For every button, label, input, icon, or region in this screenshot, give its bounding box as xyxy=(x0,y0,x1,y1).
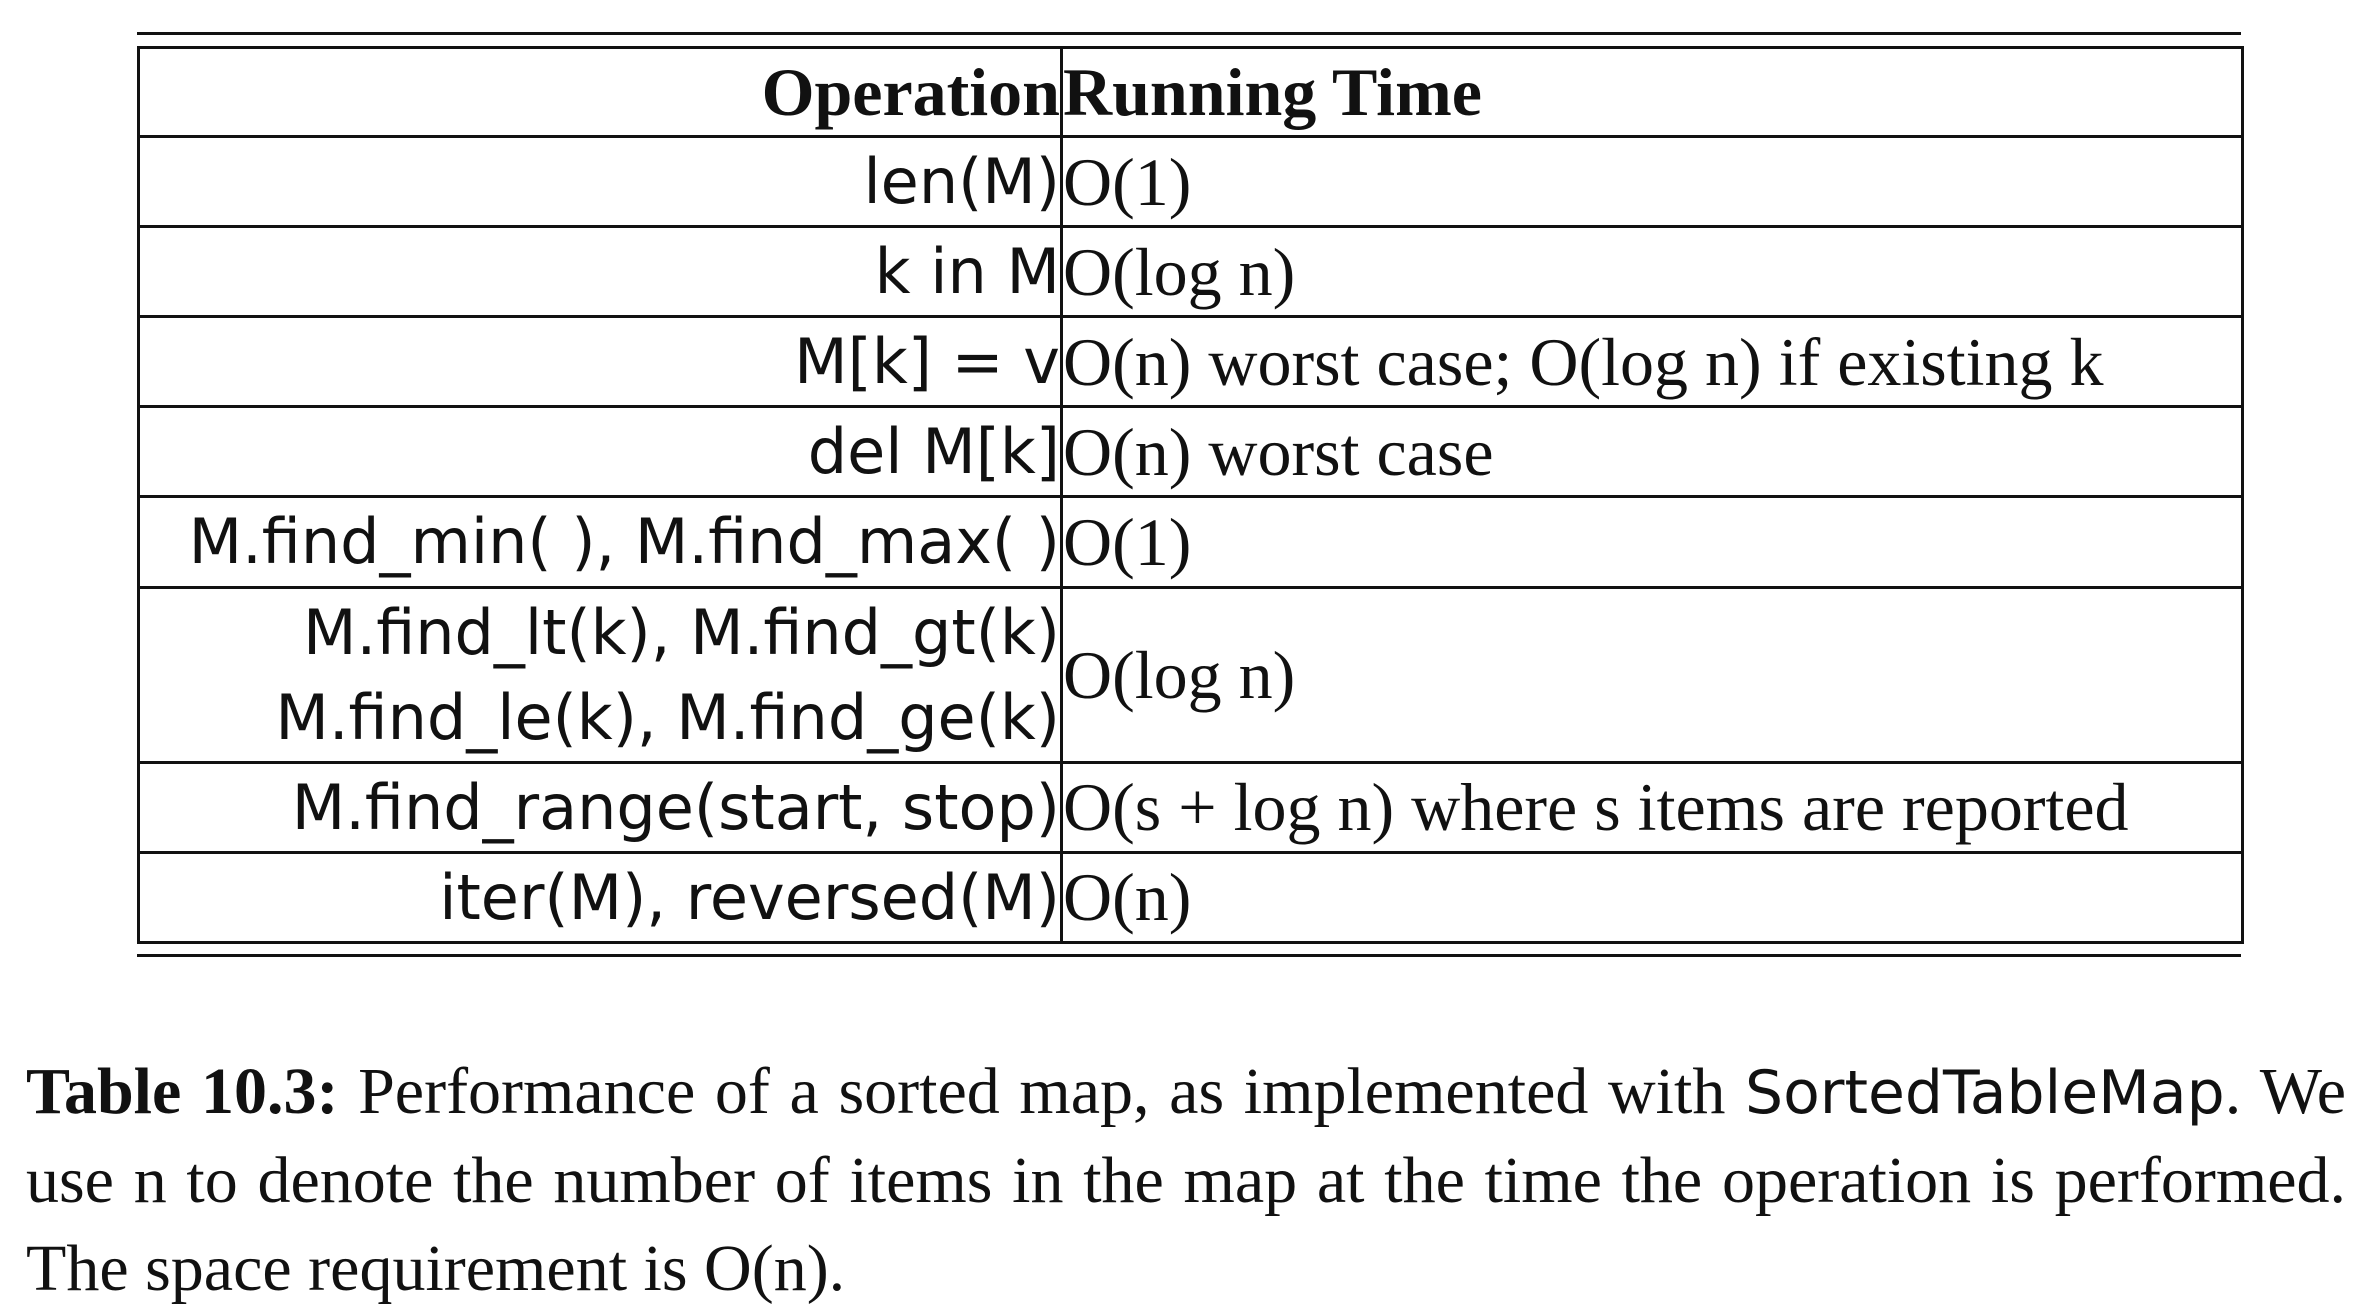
caption-class-name: SortedTableMap xyxy=(1745,1058,2225,1128)
running-time-cell: O(s + log n) where s items are reported xyxy=(1060,760,2244,854)
performance-table: Operation Running Time len(M) O(1) k in … xyxy=(137,46,2244,945)
table-row: M.find_range(start, stop) O(s + log n) w… xyxy=(137,760,2244,854)
table-bottom-rule xyxy=(137,954,2241,957)
operation-text: M.find_le(k), M.find_ge(k) xyxy=(275,680,1060,754)
table-row: M.find_min( ), M.find_max( ) O(1) xyxy=(137,495,2244,589)
operation-text: M.find_lt(k), M.find_gt(k) xyxy=(303,595,1060,669)
operation-cell: len(M) xyxy=(137,134,1063,229)
header-operation: Operation xyxy=(137,46,1063,138)
table-row: del M[k] O(n) worst case xyxy=(137,405,2244,499)
running-time-cell: O(n) worst case; O(log n) if existing k xyxy=(1060,315,2244,409)
table-row: len(M) O(1) xyxy=(137,134,2244,229)
table-row: M[k] = v O(n) worst case; O(log n) if ex… xyxy=(137,315,2244,409)
table-row: k in M O(log n) xyxy=(137,225,2244,319)
running-time-cell: O(n) xyxy=(1060,850,2244,945)
running-time-cell: O(log n) xyxy=(1060,585,2244,764)
running-time-cell: O(log n) xyxy=(1060,225,2244,319)
operation-cell: del M[k] xyxy=(137,405,1063,499)
table-header-row: Operation Running Time xyxy=(137,46,2244,138)
operation-cell: M.find_range(start, stop) xyxy=(137,760,1063,854)
table-row: M.find_lt(k), M.find_gt(k) M.find_le(k),… xyxy=(137,585,2244,764)
operation-text: M.find_min( ), M.find_max( ) xyxy=(188,505,1060,579)
operation-text: M[k] = v xyxy=(794,325,1060,399)
operation-text: len(M) xyxy=(863,145,1060,219)
running-time-cell: O(1) xyxy=(1060,495,2244,589)
running-time-cell: O(n) worst case xyxy=(1060,405,2244,499)
operation-text: iter(M), reversed(M) xyxy=(439,860,1060,934)
operation-cell: k in M xyxy=(137,225,1063,319)
caption-label: Table 10.3: xyxy=(26,1055,339,1128)
table-row: iter(M), reversed(M) O(n) xyxy=(137,850,2244,945)
table-caption: Table 10.3: Performance of a sorted map,… xyxy=(26,1048,2346,1313)
running-time-cell: O(1) xyxy=(1060,134,2244,229)
operation-cell: M[k] = v xyxy=(137,315,1063,409)
operation-text: k in M xyxy=(874,235,1060,309)
header-running-time: Running Time xyxy=(1060,46,2244,138)
operation-text: del M[k] xyxy=(807,415,1060,489)
operation-cell: M.find_min( ), M.find_max( ) xyxy=(137,495,1063,589)
operation-cell: iter(M), reversed(M) xyxy=(137,850,1063,945)
operation-text: M.find_range(start, stop) xyxy=(291,770,1060,844)
table-top-rule xyxy=(137,32,2241,35)
caption-text-before: Performance of a sorted map, as implemen… xyxy=(358,1055,1726,1128)
operation-cell: M.find_lt(k), M.find_gt(k) M.find_le(k),… xyxy=(137,585,1063,764)
